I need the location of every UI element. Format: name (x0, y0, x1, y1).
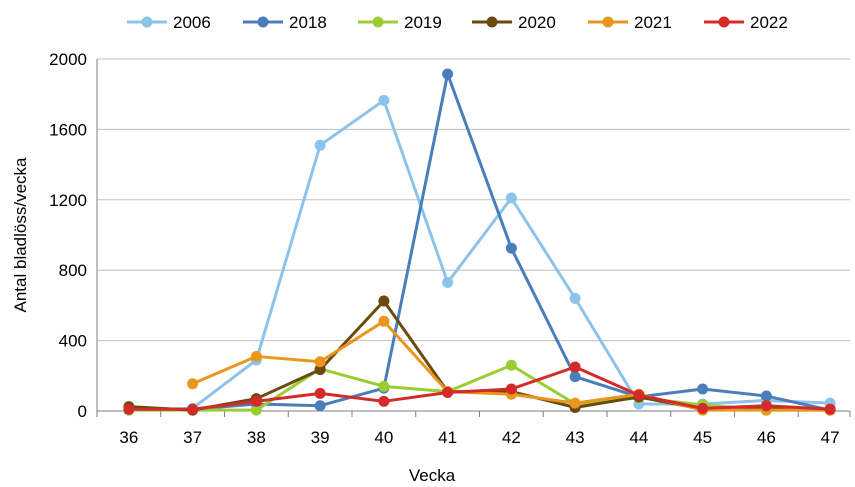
x-axis-title: Vecka (409, 466, 456, 485)
data-point (314, 356, 326, 368)
x-tick-label: 47 (821, 428, 840, 447)
series-line (128, 365, 831, 411)
data-point (569, 292, 581, 304)
legend-swatch-marker (141, 16, 153, 28)
legend-item: 2018 (243, 13, 327, 32)
data-point (505, 242, 517, 254)
data-point (505, 359, 517, 371)
x-tick-label: 44 (629, 428, 648, 447)
data-point (314, 139, 326, 151)
legend: 2006 2018 2019 2020 2021 2022 (127, 13, 788, 32)
data-point (569, 371, 581, 383)
x-tick-label: 38 (247, 428, 266, 447)
x-tick-label: 43 (566, 428, 585, 447)
data-point (824, 403, 836, 415)
data-point (123, 403, 135, 415)
legend-swatch-marker (486, 16, 498, 28)
legend-swatch-marker (372, 16, 384, 28)
data-point (250, 404, 262, 416)
data-point (187, 403, 199, 415)
data-point (314, 364, 326, 376)
legend-swatch-marker (257, 16, 269, 28)
data-point (250, 395, 262, 407)
data-point (442, 277, 454, 289)
x-axis-ticks: 36 37 38 39 40 41 42 43 44 45 46 47 (119, 428, 839, 447)
legend-swatch-marker (602, 16, 614, 28)
legend-label: 2006 (173, 13, 211, 32)
y-axis-title: Antal bladlöss/vecka (11, 157, 30, 313)
axes (96, 59, 851, 417)
y-tick-label: 800 (59, 261, 87, 280)
data-point (505, 383, 517, 395)
data-point (505, 192, 517, 204)
data-point (697, 402, 709, 414)
legend-label: 2020 (518, 13, 556, 32)
legend-item: 2019 (358, 13, 442, 32)
y-tick-label: 1600 (49, 120, 87, 139)
series-line (128, 363, 831, 412)
gridlines (97, 58, 850, 342)
y-tick-label: 0 (78, 402, 87, 421)
x-tick-label: 45 (693, 428, 712, 447)
x-tick-label: 37 (183, 428, 202, 447)
data-point (378, 380, 390, 392)
x-tick-label: 41 (438, 428, 457, 447)
x-tick-label: 42 (502, 428, 521, 447)
x-tick-label: 40 (374, 428, 393, 447)
data-point (760, 400, 772, 412)
data-point (442, 68, 454, 80)
data-point (442, 387, 454, 399)
y-tick-label: 400 (59, 332, 87, 351)
y-tick-label: 2000 (49, 50, 87, 69)
legend-label: 2018 (289, 13, 327, 32)
legend-swatch-marker (718, 16, 730, 28)
x-tick-label: 36 (119, 428, 138, 447)
data-point (760, 390, 772, 402)
legend-label: 2019 (404, 13, 442, 32)
data-point (378, 94, 390, 106)
legend-item: 2020 (472, 13, 556, 32)
legend-item: 2021 (588, 13, 672, 32)
legend-item: 2006 (127, 13, 211, 32)
x-tick-label: 39 (311, 428, 330, 447)
data-point (314, 400, 326, 412)
x-tick-label: 46 (757, 428, 776, 447)
series-line (128, 98, 831, 412)
legend-item: 2022 (704, 13, 788, 32)
data-point (378, 295, 390, 307)
legend-label: 2021 (634, 13, 672, 32)
y-tick-label: 1200 (49, 191, 87, 210)
series-line (128, 72, 831, 412)
y-axis-ticks: 0 400 800 1200 1600 2000 (49, 50, 87, 421)
series-2020 (123, 295, 836, 416)
data-point (378, 315, 390, 327)
series-2022 (123, 361, 836, 415)
data-point (187, 378, 199, 390)
data-point (633, 389, 645, 401)
legend-label: 2022 (750, 13, 788, 32)
data-point (569, 397, 581, 409)
series-layer (123, 68, 836, 416)
data-point (250, 350, 262, 362)
data-point (314, 387, 326, 399)
data-point (569, 361, 581, 373)
data-point (378, 395, 390, 407)
data-point (697, 383, 709, 395)
